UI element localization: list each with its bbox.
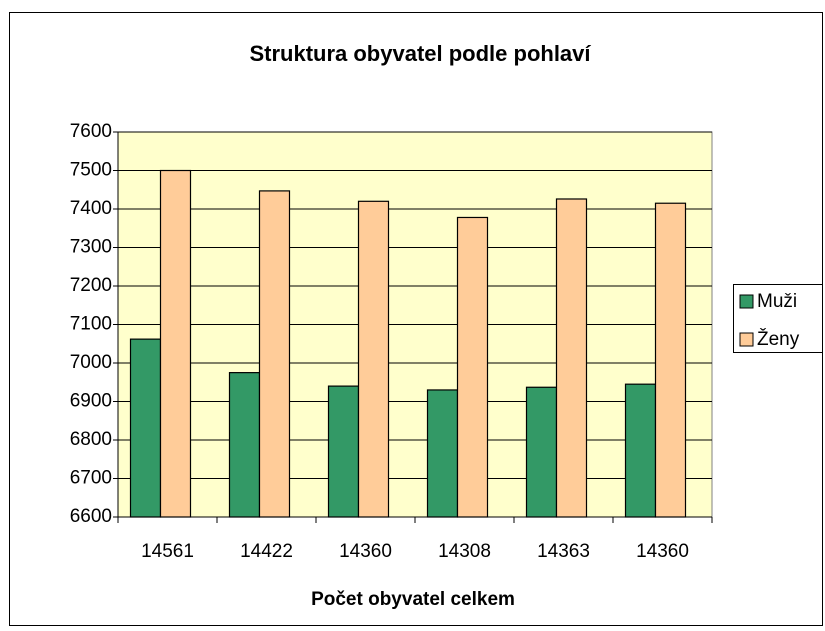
- legend-swatch: [739, 332, 754, 347]
- legend-label: Muži: [757, 291, 797, 312]
- bar: [624, 383, 657, 518]
- x-tick-label: 14308: [438, 541, 491, 562]
- chart-title: Struktura obyvatel podle pohlaví: [249, 41, 591, 66]
- y-tick-label: 6900: [70, 391, 112, 412]
- bar: [456, 216, 489, 518]
- x-tick-label: 14360: [339, 541, 392, 562]
- y-tick-label: 7100: [70, 314, 112, 335]
- y-tick-label: 6600: [70, 506, 112, 527]
- y-tick-label: 6700: [70, 468, 112, 489]
- bar: [327, 385, 360, 518]
- x-tick-label: 14360: [636, 541, 689, 562]
- x-tick-label: 14561: [141, 541, 194, 562]
- y-tick-label: 7000: [70, 352, 112, 373]
- bar: [129, 338, 162, 518]
- y-tick-label: 7600: [70, 121, 112, 142]
- legend-swatch: [739, 294, 754, 309]
- bar: [258, 190, 291, 518]
- bar: [654, 202, 687, 518]
- bar: [357, 200, 390, 518]
- y-tick-label: 7300: [70, 237, 112, 258]
- y-tick-label: 7400: [70, 198, 112, 219]
- x-tick-label: 14363: [537, 541, 590, 562]
- x-axis-title: Počet obyvatel celkem: [311, 589, 515, 610]
- y-tick-label: 6800: [70, 429, 112, 450]
- bar: [555, 198, 588, 518]
- x-tick-label: 14422: [240, 541, 293, 562]
- bar: [228, 372, 261, 518]
- legend-label: Ženy: [757, 328, 800, 350]
- bar: [159, 169, 192, 518]
- y-tick-label: 7200: [70, 275, 112, 296]
- bar: [525, 386, 558, 518]
- y-tick-label: 7500: [70, 160, 112, 181]
- bar: [426, 389, 459, 518]
